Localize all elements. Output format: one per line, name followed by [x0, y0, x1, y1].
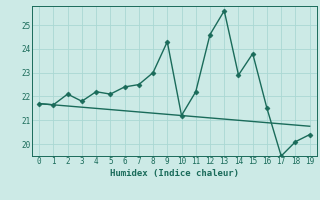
X-axis label: Humidex (Indice chaleur): Humidex (Indice chaleur): [110, 169, 239, 178]
